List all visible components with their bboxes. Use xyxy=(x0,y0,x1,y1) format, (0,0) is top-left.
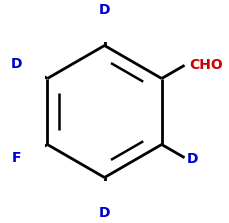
Text: D: D xyxy=(11,57,22,71)
Text: D: D xyxy=(99,3,110,17)
Text: D: D xyxy=(99,206,110,220)
Text: F: F xyxy=(11,151,21,165)
Text: CHO: CHO xyxy=(189,58,223,72)
Text: D: D xyxy=(187,152,198,166)
